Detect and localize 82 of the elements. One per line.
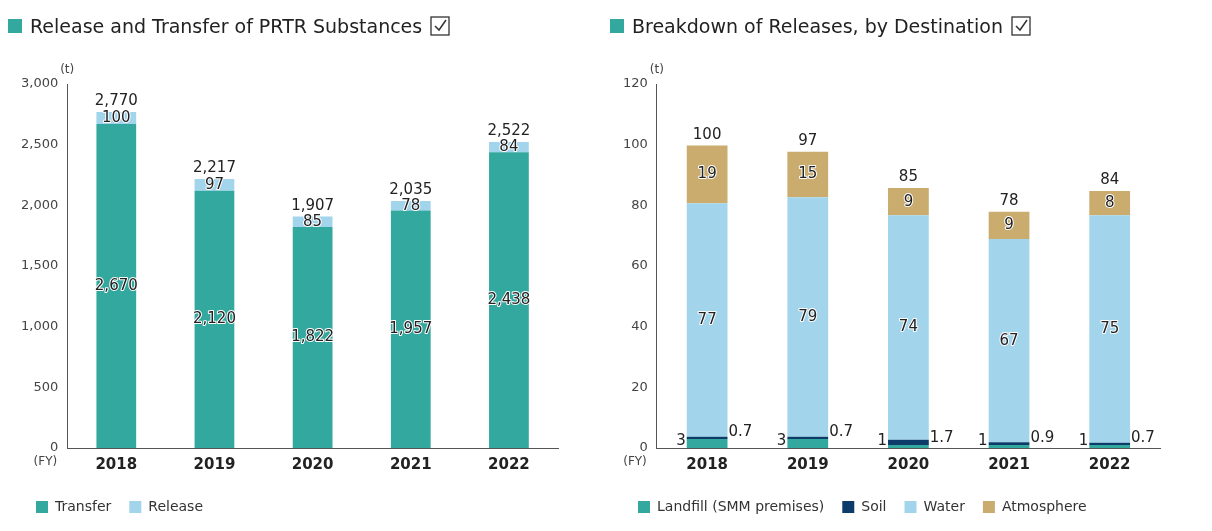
bar <box>292 226 333 448</box>
bar <box>988 239 1030 443</box>
y-tick-label: 60 <box>631 257 648 273</box>
data-label: 77 <box>697 309 717 328</box>
bar <box>888 215 929 440</box>
x-tick-label: 2019 <box>786 454 829 473</box>
data-label: 1.7 <box>929 427 954 446</box>
y-tick-label: 1,500 <box>21 257 59 273</box>
y-tick-label: 20 <box>631 378 648 394</box>
data-label: 0.9 <box>1030 427 1055 446</box>
y-tick-label: 100 <box>622 136 648 152</box>
bar <box>194 190 235 448</box>
x-tick-label: 2020 <box>291 454 334 473</box>
data-label: 3 <box>776 430 787 449</box>
data-label: 3 <box>676 430 686 449</box>
total-label: 2,770 <box>94 91 138 110</box>
total-label: 84 <box>1100 170 1120 189</box>
chart-title: Release and Transfer of PRTR Substances <box>30 15 423 37</box>
bar <box>96 124 137 448</box>
bar <box>787 197 829 437</box>
bar <box>888 439 929 445</box>
y-tick-label: 2,000 <box>21 196 59 212</box>
x-tick-label: 2019 <box>193 454 236 473</box>
y-tick-label: 40 <box>631 318 648 334</box>
data-label: 97 <box>204 174 224 193</box>
data-label: 9 <box>903 191 914 210</box>
legend-label: Transfer <box>54 497 112 514</box>
total-label: 85 <box>898 167 918 186</box>
data-label: 74 <box>898 317 918 336</box>
legend-label: Water <box>923 497 966 514</box>
y-axis-title: (t) <box>649 62 664 77</box>
x-axis-title: (FY) <box>623 454 647 469</box>
bar <box>686 203 728 437</box>
x-tick-label: 2022 <box>1088 454 1131 473</box>
x-tick-label: 2018 <box>95 454 138 473</box>
total-label: 78 <box>999 191 1019 210</box>
legend-label: Soil <box>861 497 887 514</box>
data-label: 67 <box>999 330 1019 349</box>
data-label: 0.7 <box>1131 427 1155 446</box>
total-label: 100 <box>692 124 722 143</box>
bar <box>686 438 728 448</box>
legend-label: Landfill (SMM premises) <box>657 497 825 514</box>
data-label: 8 <box>1104 193 1115 212</box>
y-axis-title: (t) <box>60 62 75 77</box>
data-label: 19 <box>697 164 717 183</box>
data-label: 100 <box>101 107 131 126</box>
x-tick-label: 2022 <box>488 454 530 473</box>
y-tick-label: 0 <box>49 439 59 455</box>
bar <box>888 444 929 448</box>
data-label: 0.7 <box>829 421 854 440</box>
total-label: 97 <box>798 131 818 150</box>
bar <box>686 436 728 439</box>
y-tick-label: 500 <box>33 378 59 394</box>
data-label: 1 <box>877 430 888 449</box>
data-label: 0.7 <box>728 421 753 440</box>
y-tick-label: 120 <box>622 75 648 91</box>
x-tick-label: 2018 <box>686 454 729 473</box>
y-tick-label: 1,000 <box>21 318 59 334</box>
y-tick-label: 3,000 <box>21 75 59 91</box>
data-label: 75 <box>1100 318 1120 337</box>
bar <box>390 210 431 448</box>
bar <box>489 152 529 448</box>
legend-label: Release <box>148 497 203 514</box>
x-tick-label: 2021 <box>988 454 1030 473</box>
data-label: 1 <box>1078 430 1089 449</box>
bar <box>686 145 728 204</box>
data-label: 79 <box>798 306 818 325</box>
y-tick-label: 2,500 <box>21 136 59 152</box>
x-axis-title: (FY) <box>33 454 58 469</box>
bar <box>787 436 829 439</box>
y-tick-label: 80 <box>631 196 648 212</box>
bar <box>1089 215 1131 443</box>
x-tick-label: 2020 <box>887 454 930 473</box>
data-label: 1 <box>978 430 988 449</box>
total-label: 2,217 <box>192 158 236 177</box>
y-tick-label: 0 <box>639 439 648 455</box>
chart-title: Breakdown of Releases, by Destination <box>632 15 1004 37</box>
x-tick-label: 2021 <box>389 454 432 473</box>
data-label: 9 <box>1004 215 1014 234</box>
legend-label: Atmosphere <box>1001 497 1087 514</box>
bar <box>787 438 829 448</box>
data-label: 15 <box>798 164 818 183</box>
